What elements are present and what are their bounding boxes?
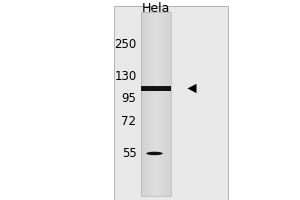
Bar: [151, 12, 152, 196]
Bar: [153, 12, 154, 196]
Bar: [141, 12, 142, 196]
Bar: [168, 12, 169, 196]
Bar: [146, 12, 147, 196]
Bar: [157, 12, 158, 196]
Text: 55: 55: [122, 147, 136, 160]
Bar: [155, 12, 156, 196]
Text: 130: 130: [114, 70, 136, 83]
Bar: [170, 12, 171, 196]
Bar: [143, 12, 144, 196]
Bar: [160, 12, 161, 196]
Text: 95: 95: [122, 92, 136, 105]
Bar: [141, 12, 171, 196]
Bar: [165, 12, 166, 196]
Bar: [167, 12, 168, 196]
Bar: [150, 12, 151, 196]
Bar: [148, 12, 149, 196]
Bar: [154, 12, 155, 196]
Bar: [161, 12, 162, 196]
Ellipse shape: [146, 152, 163, 155]
Bar: [164, 12, 165, 196]
Bar: [163, 12, 164, 196]
Bar: [158, 12, 159, 196]
Text: 250: 250: [114, 38, 136, 51]
Bar: [149, 12, 150, 196]
Bar: [166, 12, 167, 196]
Bar: [156, 12, 157, 196]
Bar: [162, 12, 163, 196]
Text: Hela: Hela: [142, 2, 170, 15]
Bar: [144, 12, 145, 196]
Bar: [147, 12, 148, 196]
Bar: [141, 86, 171, 91]
Bar: [169, 12, 170, 196]
Bar: [152, 12, 153, 196]
Polygon shape: [188, 84, 196, 93]
Bar: [142, 12, 143, 196]
Bar: [114, 6, 228, 200]
Bar: [145, 12, 146, 196]
Text: 72: 72: [122, 115, 136, 128]
Bar: [159, 12, 160, 196]
